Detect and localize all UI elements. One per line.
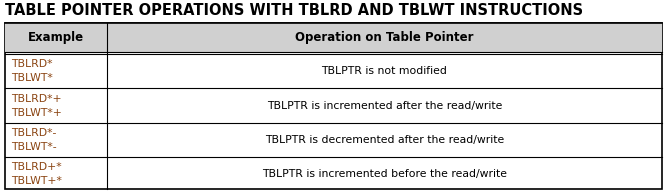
Text: TBLRD*+
TBLWT*+: TBLRD*+ TBLWT*+ [11, 94, 62, 118]
Text: Operation on Table Pointer: Operation on Table Pointer [295, 31, 474, 44]
Bar [5, 23, 662, 52]
Text: TBLPTR is not modified: TBLPTR is not modified [321, 66, 448, 76]
Text: TBLPTR is incremented before the read/write: TBLPTR is incremented before the read/wr… [262, 169, 507, 179]
Text: TBLRD*
TBLWT*: TBLRD* TBLWT* [11, 59, 53, 83]
Text: TBLRD*-
TBLWT*-: TBLRD*- TBLWT*- [11, 128, 57, 152]
Bar [5, 23, 662, 189]
Text: Example: Example [28, 31, 84, 44]
Text: TBLPTR is decremented after the read/write: TBLPTR is decremented after the read/wri… [265, 135, 504, 145]
Text: TBLPTR is incremented after the read/write: TBLPTR is incremented after the read/wri… [267, 101, 502, 111]
Text: TBLRD+*
TBLWT+*: TBLRD+* TBLWT+* [11, 162, 62, 186]
Text: TABLE POINTER OPERATIONS WITH TBLRD AND TBLWT INSTRUCTIONS: TABLE POINTER OPERATIONS WITH TBLRD AND … [5, 3, 583, 18]
